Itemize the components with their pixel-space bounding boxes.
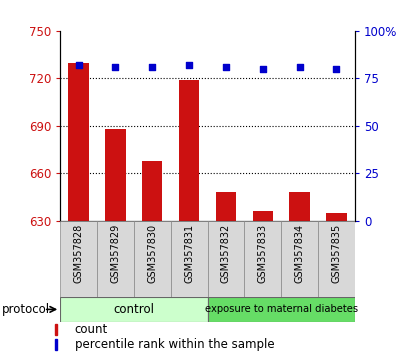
Point xyxy=(75,62,82,68)
Text: GSM357828: GSM357828 xyxy=(73,224,83,283)
Point xyxy=(259,66,266,72)
Bar xyxy=(68,63,89,221)
Point xyxy=(186,62,193,68)
Text: GSM357833: GSM357833 xyxy=(258,224,268,283)
Bar xyxy=(142,161,162,221)
Bar xyxy=(244,221,281,297)
Bar xyxy=(216,192,236,221)
Point xyxy=(222,64,229,70)
Text: GSM357831: GSM357831 xyxy=(184,224,194,283)
Text: percentile rank within the sample: percentile rank within the sample xyxy=(75,338,274,351)
Bar xyxy=(318,221,355,297)
Bar xyxy=(55,324,57,335)
Point xyxy=(296,64,303,70)
Bar xyxy=(60,297,208,322)
Text: GSM357835: GSM357835 xyxy=(332,224,342,283)
Text: GSM357829: GSM357829 xyxy=(110,224,120,283)
Text: count: count xyxy=(75,323,108,336)
Text: protocol: protocol xyxy=(2,303,50,316)
Point xyxy=(149,64,156,70)
Bar xyxy=(179,80,199,221)
Point xyxy=(112,64,119,70)
Bar xyxy=(105,129,126,221)
Bar xyxy=(281,221,318,297)
Text: exposure to maternal diabetes: exposure to maternal diabetes xyxy=(205,304,358,314)
Point xyxy=(333,66,340,72)
Text: control: control xyxy=(113,303,154,316)
Bar xyxy=(134,221,171,297)
Bar xyxy=(60,221,97,297)
Bar xyxy=(326,213,347,221)
Bar xyxy=(208,297,355,322)
Bar xyxy=(97,221,134,297)
Bar xyxy=(55,339,57,350)
Text: GSM357830: GSM357830 xyxy=(147,224,157,283)
Text: GSM357832: GSM357832 xyxy=(221,224,231,283)
Bar xyxy=(289,192,310,221)
Text: GSM357834: GSM357834 xyxy=(295,224,305,283)
Bar xyxy=(171,221,208,297)
Bar xyxy=(253,211,273,221)
Bar xyxy=(208,221,244,297)
